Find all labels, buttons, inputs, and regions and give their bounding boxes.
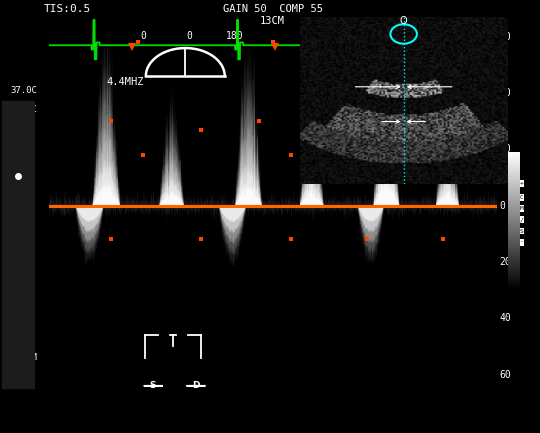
Text: 20: 20 xyxy=(499,257,511,267)
Text: 40: 40 xyxy=(499,88,511,98)
Text: 13CM: 13CM xyxy=(260,16,285,26)
Text: 14CM: 14CM xyxy=(10,373,32,382)
Text: /: / xyxy=(519,217,523,222)
Text: 40: 40 xyxy=(499,313,511,323)
Text: 37.9C: 37.9C xyxy=(10,106,37,114)
Text: 60: 60 xyxy=(499,369,511,380)
Text: GAIN 50  COMP 55: GAIN 50 COMP 55 xyxy=(222,4,323,14)
Text: 0: 0 xyxy=(187,31,193,41)
Text: D: D xyxy=(192,381,199,390)
Text: O: O xyxy=(400,16,408,26)
Text: S: S xyxy=(519,229,523,233)
Text: 37.0C: 37.0C xyxy=(10,86,37,95)
Text: 60: 60 xyxy=(499,32,511,42)
Text: -: - xyxy=(519,240,523,245)
Text: TIS:0.5: TIS:0.5 xyxy=(44,4,91,14)
Text: 4.4MHZ: 4.4MHZ xyxy=(107,77,144,87)
Text: C: C xyxy=(519,195,523,200)
Text: +: + xyxy=(519,181,523,186)
Text: S: S xyxy=(150,381,156,390)
Text: 20: 20 xyxy=(499,144,511,155)
Text: 0: 0 xyxy=(141,31,146,41)
Text: M: M xyxy=(519,206,523,211)
Text: 180: 180 xyxy=(226,31,244,41)
Text: 0: 0 xyxy=(499,200,505,211)
Text: 1.6CM: 1.6CM xyxy=(10,353,37,362)
